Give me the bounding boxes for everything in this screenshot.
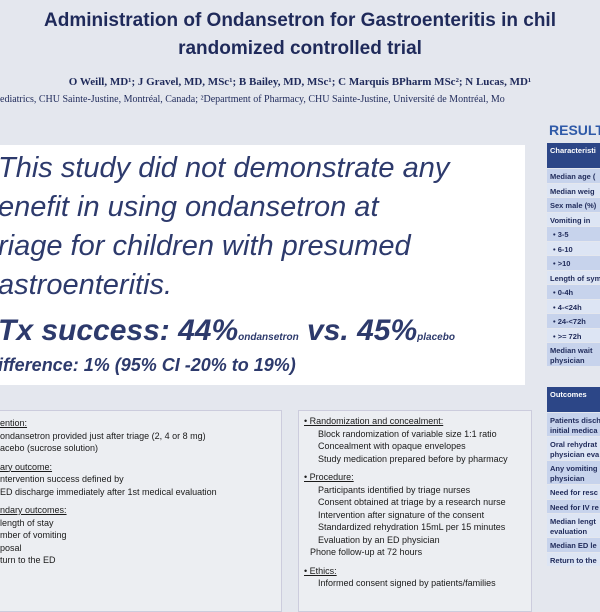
list-item: Consent obtained at triage by a research… [318,497,506,507]
list-item: Participants identified by triage nurses [318,484,471,495]
table-row: • >= 72h [547,328,600,342]
list-item: posal [0,542,22,553]
conclusion-line: enefit in using ondansetron at [0,191,379,223]
table-row: • 3-5 [547,227,600,241]
section-heading: • Ethics: [304,565,337,576]
list-item: Phone follow-up at 72 hours [310,547,423,557]
table-row: • 4-<24h [547,299,600,313]
cell-text: Vomiting in [550,215,591,225]
cell-text: Median ED le [550,541,597,550]
conclusion-line: riage for children with presumed [0,230,411,262]
table-row: Median weig [547,183,600,197]
cell-text: Need for resc [550,488,598,497]
conclusion-box [0,145,525,385]
table-row: Median wait physician [547,343,600,366]
list-item: ntervention success defined by [0,474,124,484]
list-item: turn to the ED [0,555,56,565]
cell-text: Need for IV re [550,502,599,512]
cell-text: • 3-5 [553,230,569,239]
table-row: Length of sym [547,270,600,284]
cell-text: • 6-10 [553,244,573,254]
success-line: Tx success: 44%ondansetron vs. 45%placeb… [0,314,455,348]
cell-text: Characteristi [550,146,596,155]
list-item: Study medication prepared before by phar… [318,453,508,464]
section-heading: ary outcome: [0,461,53,472]
conclusion-line: astroenteritis. [0,269,173,301]
cell-text: Any vomiting [550,464,598,473]
cell-text: Median age ( [550,172,596,181]
success-mid: vs. 45% [298,314,418,347]
table-header: Characteristi [547,143,600,168]
cell-text: Median wait [550,346,593,355]
title-line: Administration of Ondansetron for Gastro… [44,10,556,31]
title-line: randomized controlled trial [178,38,422,59]
table-row: • 0-4h [547,285,600,299]
methods-middle-box [298,410,532,612]
table-row: Median ED le [547,538,600,552]
table-header: Outcomes [547,387,600,412]
table-row: • 6-10 [547,241,600,255]
list-item: Concealment with opaque envelopes [318,441,466,451]
cell-text: Sex male (%) [550,201,597,210]
list-item: Informed consent signed by patients/fami… [318,578,496,588]
table-row: Any vomiting physician [547,461,600,484]
difference: ifference: 1% (95% CI -20% to 19%) [0,355,296,375]
section-heading: • Procedure: [304,472,354,482]
list-item: Block randomization of variable size 1:1… [318,428,497,439]
results-heading: RESULT [549,122,600,138]
list-item: acebo (sucrose solution) [0,443,99,453]
cell-text: • 4-<24h [553,302,582,312]
cell-text: physician [550,474,585,483]
table-row: Need for resc [547,485,600,499]
table-row: Oral rehydrat physician eva [547,437,600,460]
affiliations: ediatrics, CHU Sainte-Justine, Montréal,… [0,94,505,105]
table-row: Return to the [547,552,600,566]
list-item: length of stay [0,517,54,528]
cell-text: initial medica [550,426,598,435]
cell-text: • 24-<72h [553,317,586,326]
cell-text: Median lengt [550,517,596,526]
cell-text: • >= 72h [553,331,582,341]
authors: O Weill, MD¹; J Gravel, MD, MSc¹; B Bail… [68,76,532,88]
cell-text: evaluation [550,527,588,536]
list-item: mber of vomiting [0,530,67,540]
cell-text: Oral rehydrat [550,440,598,449]
cell-text: Return to the [550,555,597,565]
cell-text: Patients disch [550,416,600,425]
success-sub: placebo [417,332,455,343]
table-row: • 24-<72h [547,314,600,328]
table-row: Patients disch initial medica [547,413,600,436]
table-row: Sex male (%) [547,198,600,212]
cell-text: Outcomes [550,390,587,399]
list-item: Evaluation by an ED physician [318,534,440,545]
cell-text: • >10 [553,259,571,268]
section-heading: • Randomization and concealment: [304,416,444,426]
table-row: Median lengt evaluation [547,514,600,537]
list-item: Intervention after signature of the cons… [318,509,485,520]
success-sub: ondansetron [238,332,299,343]
list-item: Standardized rehydration 15mL per 15 min… [318,522,506,532]
section-heading: ention: [0,418,28,428]
table-row: • >10 [547,256,600,270]
table-row: Vomiting in [547,212,600,226]
cell-text: Median weig [550,186,595,196]
table-row: Need for IV re [547,499,600,513]
cell-text: • 0-4h [553,288,574,297]
cell-text: Length of sym [550,273,600,283]
success-prefix: Tx success: 44% [0,314,239,347]
section-heading: ndary outcomes: [0,505,67,515]
list-item: ondansetron provided just after triage (… [0,430,206,441]
methods-left-box [0,410,282,612]
table-row: Median age ( [547,169,600,183]
cell-text: physician eva [550,450,600,459]
cell-text: physician [550,356,585,365]
conclusion-line: This study did not demonstrate any [0,152,450,184]
list-item: ED discharge immediately after 1st medic… [0,486,217,497]
